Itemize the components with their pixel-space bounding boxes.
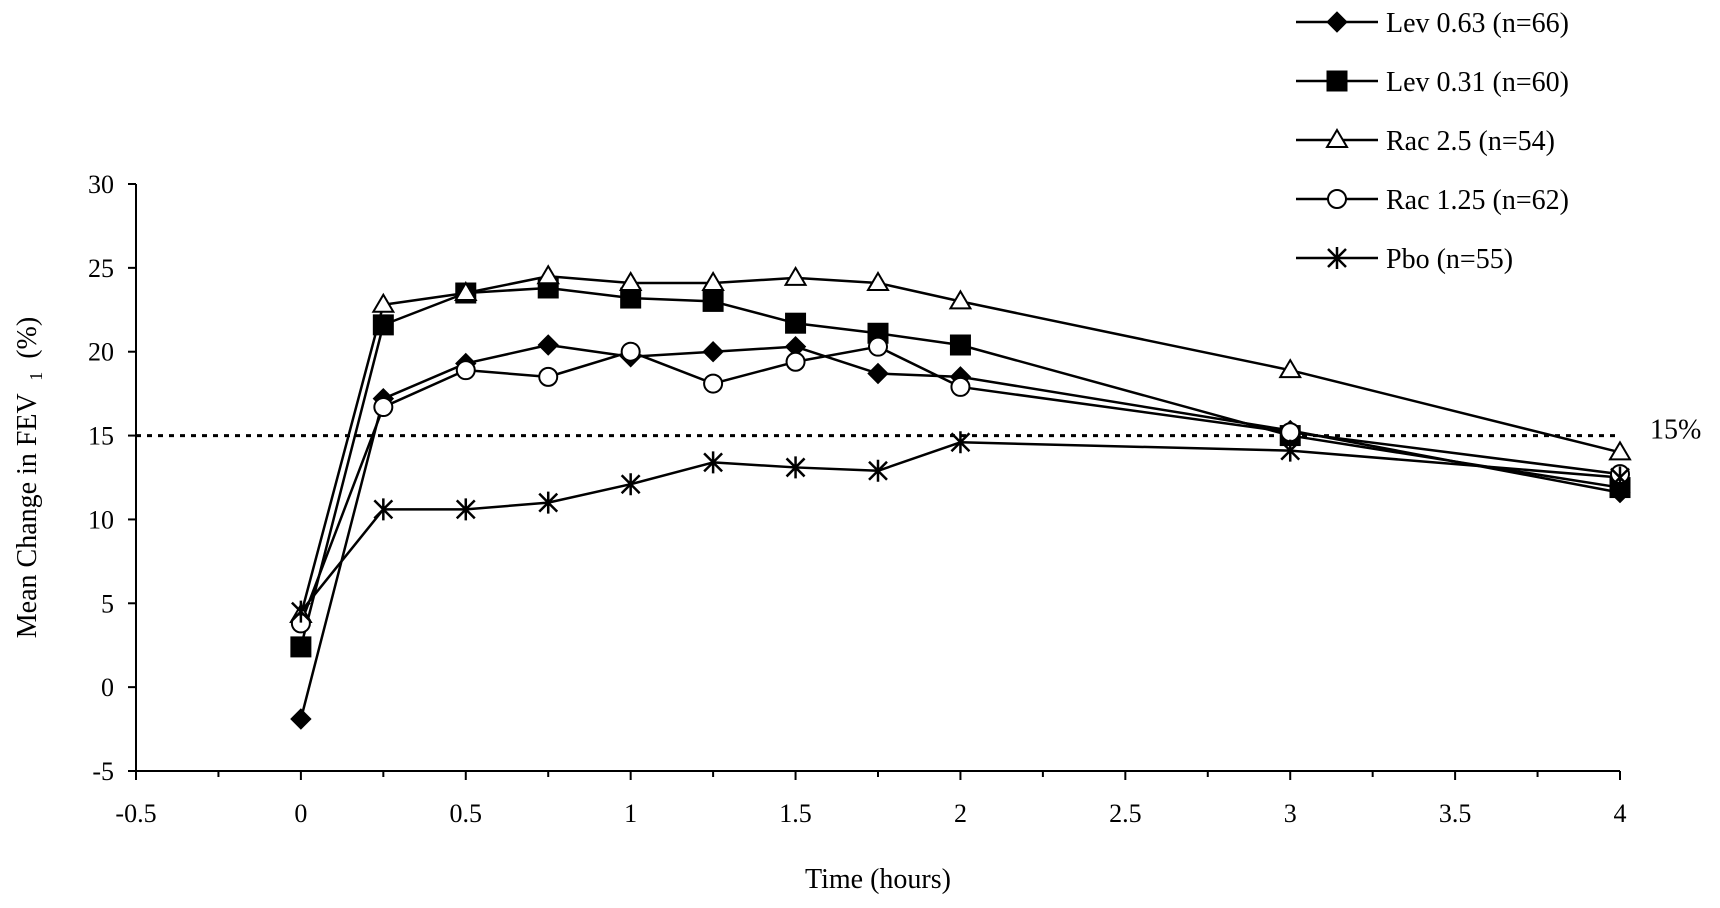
data-point-triangle-open: [948, 289, 973, 310]
legend-item: Lev 0.31 (n=60): [1296, 67, 1569, 98]
legend-marker-diamond: [1326, 11, 1348, 33]
legend-marker-triangle-open: [1325, 128, 1349, 148]
y-tick-label: 30: [88, 170, 114, 199]
data-point-triangle-open: [618, 270, 643, 291]
series-group: [289, 264, 1632, 730]
series-markers-star: [291, 431, 1630, 623]
data-point-star: [1280, 439, 1301, 462]
data-point-star: [291, 600, 311, 623]
x-tick-label: 0.5: [450, 799, 483, 828]
data-point-triangle-open: [454, 281, 478, 302]
legend-marker-square: [1326, 70, 1348, 92]
data-point-star: [455, 498, 476, 521]
y-tick-label: 5: [101, 589, 114, 618]
data-point-star: [538, 491, 559, 514]
y-ticks: -5 0 5 10 15 20 25 30: [88, 170, 136, 786]
data-point-square: [702, 290, 724, 312]
y-tick-label: 0: [101, 673, 114, 702]
data-point-square: [620, 287, 642, 309]
data-point-square: [785, 312, 807, 334]
data-point-star: [620, 473, 641, 496]
data-point-triangle-open: [371, 292, 396, 313]
data-point-circle-open: [538, 366, 559, 387]
x-tick-label: 1: [624, 799, 637, 828]
data-point-square: [949, 334, 971, 356]
data-point-star: [868, 459, 888, 482]
data-point-star: [785, 456, 806, 479]
y-tick-label: 25: [88, 254, 114, 283]
y-axis-title-subscript: 1: [26, 372, 46, 381]
legend-label: Rac 1.25 (n=62): [1386, 185, 1569, 216]
legend-item: Lev 0.63 (n=66): [1296, 8, 1569, 39]
data-point-circle-open: [950, 376, 971, 397]
legend-label: Pbo (n=55): [1386, 244, 1513, 275]
data-point-diamond: [867, 362, 889, 385]
x-tick-label: 2: [954, 799, 967, 828]
data-point-triangle-open: [783, 265, 808, 286]
y-tick-label: -5: [92, 757, 114, 786]
x-axis-title: Time (hours): [805, 864, 951, 895]
x-ticks: -0.5 0 0.5 1 1.5 2 2.5 3 3.5 4: [115, 771, 1627, 828]
legend-marker-star: [1327, 247, 1347, 269]
reference-line-label: 15%: [1650, 415, 1701, 446]
legend-label: Lev 0.31 (n=60): [1386, 67, 1569, 98]
x-tick-label: 3.5: [1439, 799, 1472, 828]
x-tick-label: 3: [1284, 799, 1297, 828]
data-point-circle-open: [703, 373, 724, 394]
legend-item: Rac 1.25 (n=62): [1296, 185, 1569, 216]
y-axis-title: Mean Change in FEV 1 (%): [12, 317, 49, 638]
data-point-triangle-open: [536, 264, 560, 285]
x-tick-label: 4: [1614, 799, 1627, 828]
data-point-triangle-open: [1278, 358, 1302, 379]
legend-item: Pbo (n=55): [1296, 244, 1513, 275]
axes: -5 0 5 10 15 20 25 30 -0.5 0 0.5 1 1.5 2 2.5 3 3.5 4: [88, 170, 1627, 828]
data-point-square: [290, 636, 312, 658]
y-tick-label: 10: [88, 505, 114, 534]
y-axis-title-prefix: Mean Change in FEV: [12, 393, 43, 638]
data-point-square: [372, 314, 394, 336]
data-point-triangle-open: [1608, 440, 1632, 461]
data-point-circle-open: [868, 336, 888, 357]
x-tick-label: 0: [294, 799, 307, 828]
x-tick-label: 2.5: [1109, 799, 1142, 828]
y-tick-label: 20: [88, 338, 114, 367]
data-point-star: [703, 451, 723, 474]
data-point-star: [373, 498, 394, 521]
y-axis-title-suffix: (%): [12, 317, 43, 359]
data-point-diamond: [702, 341, 724, 363]
x-tick-label: -0.5: [115, 799, 156, 828]
data-point-diamond: [537, 334, 559, 356]
x-tick-label: 1.5: [779, 799, 812, 828]
data-point-star: [950, 431, 971, 454]
legend-label: Lev 0.63 (n=66): [1386, 8, 1569, 39]
data-point-triangle-open: [866, 270, 890, 291]
legend-marker-circle-open: [1327, 189, 1347, 209]
data-point-circle-open: [1280, 422, 1301, 443]
data-point-circle-open: [455, 360, 476, 381]
data-point-diamond: [290, 708, 312, 730]
y-tick-label: 15: [88, 422, 114, 451]
reference-line-group: 15%: [136, 415, 1701, 446]
legend: Lev 0.63 (n=66) Lev 0.31 (n=60) Rac 2.5 (n…: [1296, 8, 1569, 275]
data-point-triangle-open: [701, 270, 725, 291]
data-point-circle-open: [373, 397, 394, 418]
data-point-star: [1610, 466, 1630, 489]
data-point-circle-open: [620, 341, 641, 362]
legend-label: Rac 2.5 (n=54): [1386, 126, 1555, 157]
data-point-circle-open: [785, 351, 806, 372]
legend-item: Rac 2.5 (n=54): [1296, 126, 1555, 157]
